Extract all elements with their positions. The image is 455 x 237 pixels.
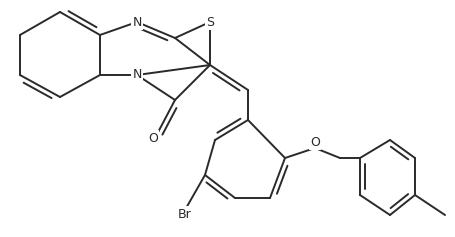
Text: O: O — [310, 136, 320, 149]
Text: O: O — [148, 132, 158, 145]
Text: N: N — [132, 68, 142, 82]
Text: Br: Br — [178, 208, 192, 220]
Text: N: N — [132, 15, 142, 28]
Text: S: S — [206, 15, 214, 28]
